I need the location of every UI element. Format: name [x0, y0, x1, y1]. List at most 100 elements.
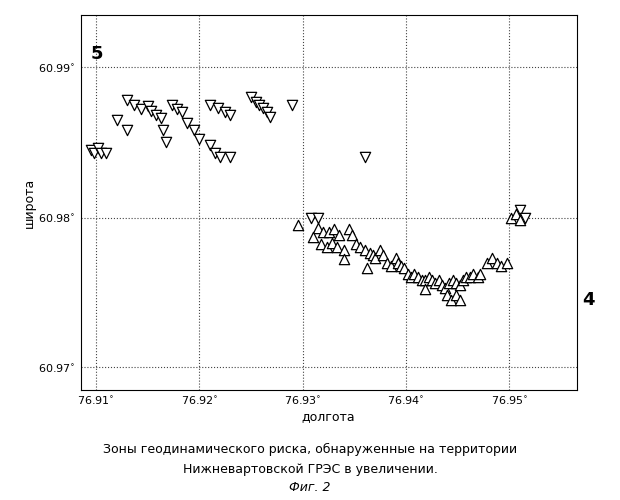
Point [496, 262, 506, 270]
Point [161, 138, 171, 146]
Point [378, 251, 388, 259]
Point [420, 286, 430, 294]
Point [492, 258, 502, 266]
Point [347, 232, 357, 239]
Text: Фиг. 2: Фиг. 2 [290, 481, 330, 494]
Point [365, 250, 375, 258]
Point [420, 276, 430, 284]
Point [319, 228, 329, 236]
Point [468, 270, 478, 278]
Point [375, 246, 385, 254]
Point [487, 254, 497, 262]
Text: Зоны геодинамического риска, обнаруженные на территории: Зоны геодинамического риска, обнаруженны… [103, 442, 517, 456]
Point [451, 280, 461, 287]
Point [520, 214, 530, 222]
Point [324, 228, 334, 236]
Point [151, 112, 161, 120]
Point [482, 258, 492, 266]
Point [409, 270, 419, 278]
Point [360, 154, 370, 162]
Point [172, 106, 182, 114]
Point [344, 226, 354, 234]
Point [265, 113, 275, 121]
Point [254, 101, 264, 109]
Point [210, 149, 220, 157]
Point [448, 276, 458, 284]
Point [215, 154, 225, 162]
Point [313, 214, 323, 222]
Point [360, 246, 370, 254]
Point [427, 276, 437, 284]
Point [362, 264, 372, 272]
Point [167, 101, 177, 109]
Point [189, 126, 199, 134]
Point [434, 276, 444, 284]
Y-axis label: широта: широта [22, 178, 35, 228]
Point [262, 108, 272, 116]
Point [308, 233, 318, 241]
Point [515, 206, 525, 214]
Point [446, 296, 456, 304]
Point [465, 274, 475, 281]
Point [443, 292, 453, 300]
Point [332, 244, 342, 252]
Point [96, 149, 106, 157]
Point [440, 284, 450, 292]
Point [156, 114, 166, 122]
Point [417, 276, 427, 284]
Point [403, 270, 413, 278]
Point [93, 144, 103, 152]
Point [213, 104, 223, 112]
Point [306, 214, 316, 222]
Point [386, 262, 396, 270]
Point [182, 119, 192, 127]
Point [424, 274, 434, 281]
Point [89, 149, 99, 157]
Point [461, 274, 471, 281]
Point [195, 136, 205, 143]
Point [437, 281, 447, 289]
Point [511, 210, 521, 218]
Point [205, 142, 215, 150]
Point [220, 108, 230, 116]
Point [293, 221, 303, 229]
Point [474, 274, 484, 281]
Point [507, 214, 516, 222]
Text: 4: 4 [582, 291, 594, 309]
Point [445, 280, 454, 287]
Point [355, 244, 365, 252]
Point [393, 258, 403, 266]
Point [383, 258, 392, 266]
Point [226, 154, 236, 162]
Point [334, 232, 344, 239]
Point [391, 254, 401, 262]
Point [455, 296, 465, 304]
Text: 5: 5 [91, 45, 104, 63]
Point [251, 98, 261, 106]
Point [370, 254, 380, 262]
Point [339, 256, 349, 264]
Point [86, 146, 96, 154]
Point [288, 101, 298, 109]
Point [246, 94, 256, 102]
Point [146, 107, 156, 115]
Point [122, 126, 132, 134]
Point [136, 106, 146, 114]
Point [502, 258, 512, 266]
X-axis label: долгота: долгота [302, 410, 355, 422]
Text: Нижневартовской ГРЭС в увеличении.: Нижневартовской ГРЭС в увеличении. [182, 462, 438, 475]
Point [515, 216, 525, 224]
Point [339, 246, 349, 254]
Point [122, 96, 132, 104]
Point [112, 116, 122, 124]
Point [143, 102, 153, 110]
Point [205, 101, 215, 109]
Point [368, 251, 378, 259]
Point [329, 226, 339, 234]
Point [327, 239, 337, 247]
Point [476, 270, 485, 278]
Point [414, 274, 423, 281]
Point [313, 224, 323, 232]
Point [102, 149, 112, 157]
Point [130, 101, 140, 109]
